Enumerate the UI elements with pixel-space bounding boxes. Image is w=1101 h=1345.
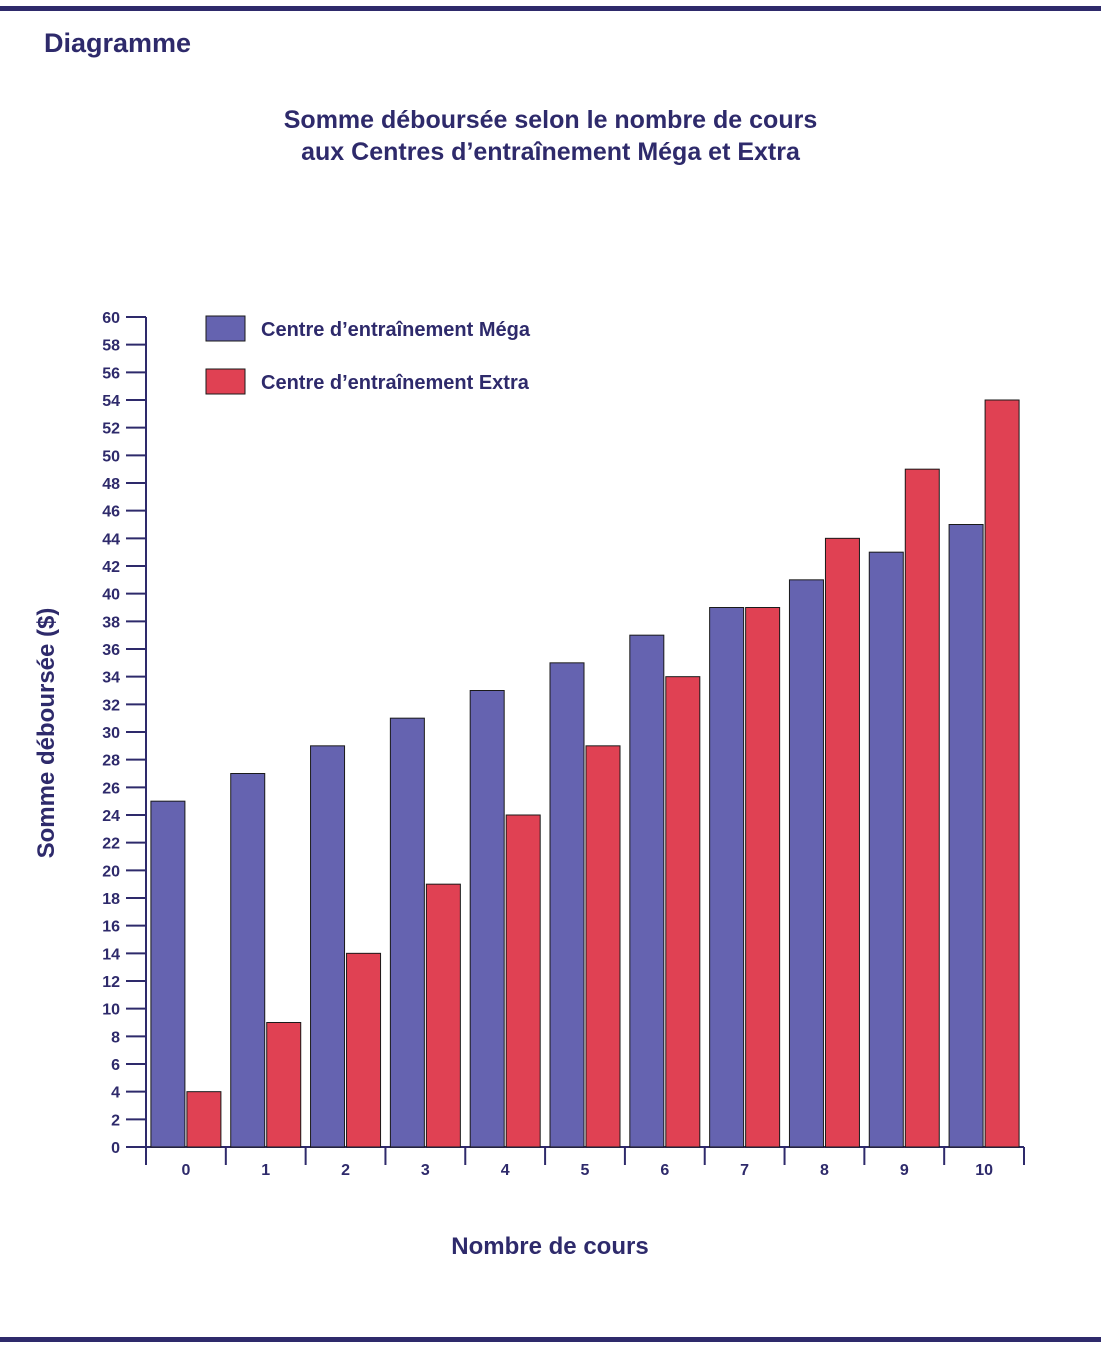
y-tick-label-22: 22 bbox=[102, 836, 120, 853]
legend: Centre d’entraînement Méga Centre d’entra… bbox=[205, 315, 531, 395]
y-axis-title: Somme déboursée ($) bbox=[33, 608, 60, 859]
y-tick-label-36: 36 bbox=[102, 642, 120, 659]
y-tick-label-42: 42 bbox=[102, 559, 120, 576]
x-tick-label-9: 9 bbox=[900, 1162, 909, 1179]
bar-extra-7 bbox=[745, 607, 781, 1148]
y-tick-label-48: 48 bbox=[102, 476, 120, 493]
y-tick-label-44: 44 bbox=[102, 531, 120, 548]
y-tick-label-50: 50 bbox=[102, 448, 120, 465]
y-tick-label-18: 18 bbox=[102, 891, 120, 908]
bar-mega-0 bbox=[150, 800, 186, 1148]
x-axis: 0 1 2 3 4 5 6 7 8 9 10 bbox=[145, 1146, 1025, 1179]
chart-title-line-1: Somme déboursée selon le nombre de cours bbox=[283, 106, 818, 134]
bar-extra-8 bbox=[824, 537, 860, 1148]
x-tick-label-7: 7 bbox=[740, 1162, 749, 1179]
y-tick-label-52: 52 bbox=[102, 421, 120, 438]
y-tick-label-46: 46 bbox=[102, 504, 120, 521]
bar-mega-10 bbox=[948, 524, 984, 1148]
y-tick-label-16: 16 bbox=[102, 919, 120, 936]
bar-mega-6 bbox=[629, 634, 665, 1148]
y-tick-label-56: 56 bbox=[102, 365, 120, 382]
y-tick-label-58: 58 bbox=[102, 338, 120, 355]
y-tick-label-6: 6 bbox=[111, 1057, 120, 1074]
y-tick-label-40: 40 bbox=[102, 587, 120, 604]
bar-extra-4 bbox=[505, 814, 541, 1148]
y-tick-label-12: 12 bbox=[102, 974, 120, 991]
chart-title-line-2: aux Centres d’entraînement Méga et Extra bbox=[301, 138, 800, 166]
y-tick-label-54: 54 bbox=[102, 393, 120, 410]
legend-label-mega: Centre d’entraînement Méga bbox=[261, 319, 531, 341]
y-tick-label-14: 14 bbox=[102, 946, 120, 963]
bottom-rule bbox=[0, 1337, 1101, 1342]
x-tick-label-1: 1 bbox=[261, 1162, 270, 1179]
chart-title: Somme déboursée selon le nombre de cours… bbox=[0, 104, 1101, 168]
bar-extra-0 bbox=[186, 1091, 222, 1148]
bar-mega-5 bbox=[549, 662, 585, 1148]
x-tick-label-4: 4 bbox=[501, 1162, 510, 1179]
section-heading: Diagramme bbox=[44, 28, 192, 58]
x-axis-title: Nombre de cours bbox=[451, 1233, 648, 1260]
x-tick-label-6: 6 bbox=[660, 1162, 669, 1179]
x-tick-label-3: 3 bbox=[421, 1162, 430, 1179]
legend-swatch-mega bbox=[205, 315, 246, 342]
y-tick-label-38: 38 bbox=[102, 614, 120, 631]
y-tick-label-20: 20 bbox=[102, 863, 120, 880]
y-tick-label-2: 2 bbox=[111, 1112, 120, 1129]
y-tick-label-32: 32 bbox=[102, 697, 120, 714]
y-tick-label-30: 30 bbox=[102, 725, 120, 742]
y-tick-label-34: 34 bbox=[102, 670, 120, 687]
y-tick-label-26: 26 bbox=[102, 780, 120, 797]
x-tick-label-8: 8 bbox=[820, 1162, 829, 1179]
x-tick-label-0: 0 bbox=[181, 1162, 190, 1179]
y-tick-label-24: 24 bbox=[102, 808, 120, 825]
bar-mega-8 bbox=[788, 579, 824, 1148]
bar-extra-5 bbox=[585, 745, 621, 1148]
y-tick-label-60: 60 bbox=[102, 310, 120, 327]
bar-extra-10 bbox=[984, 399, 1020, 1148]
legend-swatch-extra bbox=[205, 368, 246, 395]
y-tick-label-28: 28 bbox=[102, 753, 120, 770]
y-tick-label-0: 0 bbox=[111, 1140, 120, 1157]
bar-mega-2 bbox=[310, 745, 346, 1148]
bar-mega-9 bbox=[868, 551, 904, 1148]
y-tick-label-8: 8 bbox=[111, 1029, 120, 1046]
y-tick-label-4: 4 bbox=[111, 1085, 120, 1102]
y-tick-label-10: 10 bbox=[102, 1002, 120, 1019]
bar-mega-3 bbox=[389, 717, 425, 1148]
legend-label-extra: Centre d’entraînement Extra bbox=[261, 372, 530, 394]
bar-extra-9 bbox=[904, 468, 940, 1148]
x-tick-label-5: 5 bbox=[581, 1162, 590, 1179]
bars bbox=[150, 399, 1020, 1148]
bar-mega-4 bbox=[469, 690, 505, 1148]
bar-mega-1 bbox=[230, 773, 266, 1148]
bar-extra-6 bbox=[665, 676, 701, 1148]
bar-extra-1 bbox=[266, 1022, 302, 1148]
bar-mega-7 bbox=[709, 607, 745, 1148]
top-rule bbox=[0, 6, 1101, 11]
x-tick-label-10: 10 bbox=[975, 1162, 993, 1179]
bar-extra-2 bbox=[346, 952, 382, 1148]
bar-extra-3 bbox=[425, 883, 461, 1148]
y-axis: 0246810121416182022242628303234363840424… bbox=[102, 310, 147, 1157]
x-tick-label-2: 2 bbox=[341, 1162, 350, 1179]
